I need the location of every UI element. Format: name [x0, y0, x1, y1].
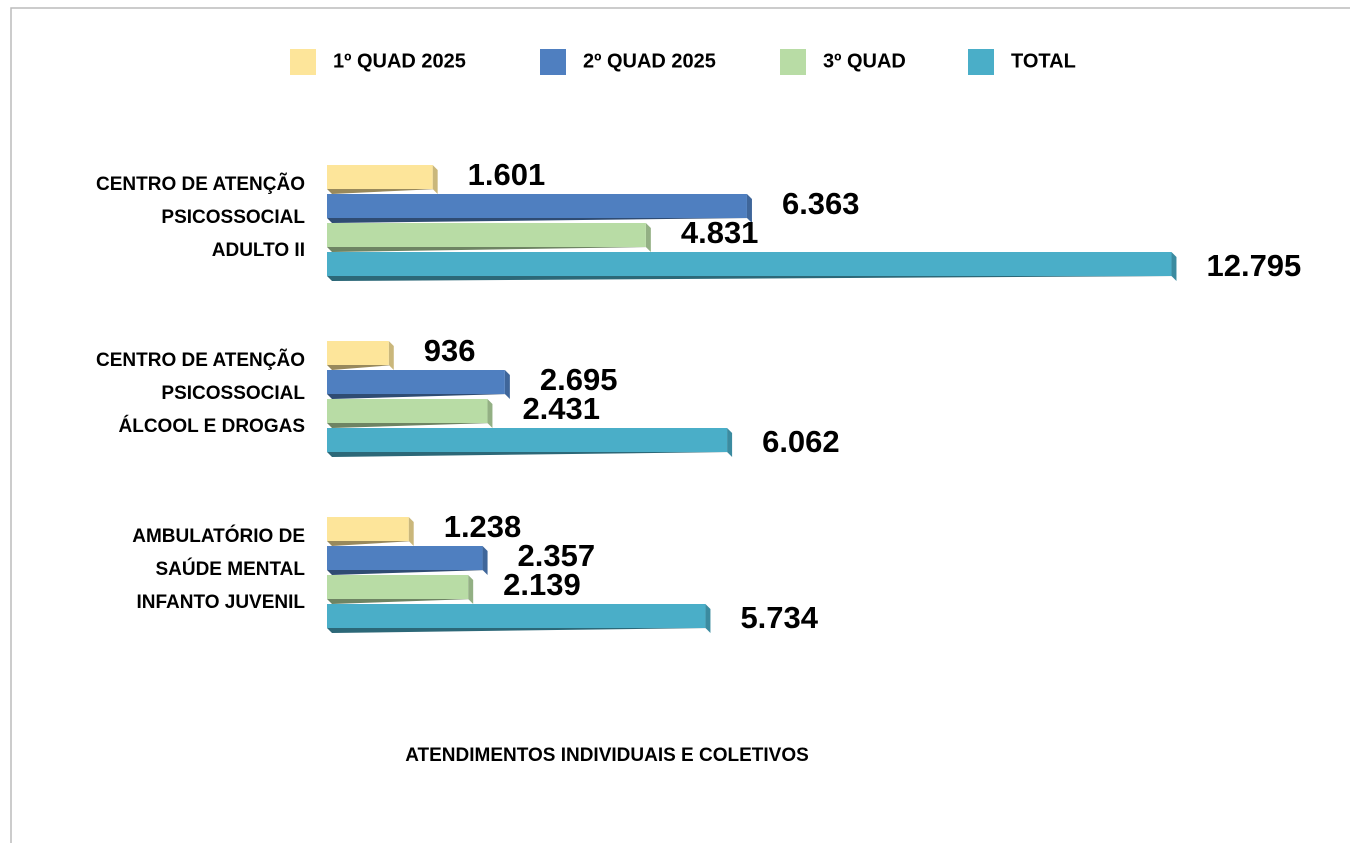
value-label: 6.062 [762, 424, 840, 459]
legend-label: 1º QUAD 2025 [333, 50, 466, 72]
bar-end [432, 165, 438, 194]
bar-shade [327, 541, 414, 546]
legend-label: 2º QUAD 2025 [583, 50, 716, 72]
bar-shade [327, 628, 711, 633]
bar-end [487, 399, 493, 428]
bar-shade [327, 570, 488, 575]
bar-end [705, 604, 711, 633]
bar-end [645, 223, 651, 252]
bar [327, 223, 646, 247]
bar-end [746, 194, 752, 223]
category-label: ÁLCOOL E DROGAS [119, 415, 306, 437]
category-label: AMBULATÓRIO DE [132, 525, 305, 547]
bar-end [504, 370, 510, 399]
bar-shade [327, 218, 752, 223]
bar-shade [327, 423, 493, 428]
bar-shade [327, 452, 733, 457]
value-label: 1.238 [444, 509, 522, 544]
legend-swatch [290, 49, 316, 75]
bar-shade [327, 189, 438, 194]
value-label: 2.357 [518, 538, 596, 573]
value-label: 2.431 [522, 391, 600, 426]
bar-shade [327, 247, 651, 252]
bar [327, 517, 409, 541]
chart-title: ATENDIMENTOS INDIVIDUAIS E COLETIVOS [405, 745, 809, 766]
bar [327, 370, 505, 394]
bar-shade [327, 276, 1177, 281]
bar-end [388, 341, 394, 370]
bar [327, 546, 483, 570]
value-label: 1.601 [468, 157, 546, 192]
bar [327, 604, 706, 628]
category-label: CENTRO DE ATENÇÃO [96, 173, 305, 195]
value-label: 4.831 [681, 215, 759, 250]
bar [327, 341, 389, 365]
bar-shade [327, 365, 394, 370]
bar [327, 165, 433, 189]
frame [10, 7, 1350, 848]
legend-swatch [968, 49, 994, 75]
bar-end [468, 575, 474, 604]
bar [327, 428, 728, 452]
bar [327, 194, 747, 218]
bar [327, 252, 1172, 276]
value-label: 936 [424, 333, 476, 368]
bar-end [482, 546, 488, 575]
category-label: SAÚDE MENTAL [155, 558, 305, 580]
bar [327, 399, 488, 423]
bar-shade [327, 599, 474, 604]
category-label: CENTRO DE ATENÇÃO [96, 349, 305, 371]
value-label: 6.363 [782, 186, 860, 221]
legend-swatch [780, 49, 806, 75]
legend-label: TOTAL [1011, 50, 1076, 72]
bar-end [1171, 252, 1177, 281]
bar [327, 575, 469, 599]
category-label: ADULTO II [212, 240, 305, 261]
value-label: 2.695 [540, 362, 618, 397]
value-label: 5.734 [740, 600, 818, 635]
category-label: INFANTO JUVENIL [136, 592, 305, 613]
bar-end [727, 428, 733, 457]
legend-label: 3º QUAD [823, 50, 906, 72]
value-label: 2.139 [503, 567, 581, 602]
category-label: PSICOSSOCIAL [161, 383, 305, 404]
bar-shade [327, 394, 510, 399]
value-label: 12.795 [1206, 248, 1301, 283]
legend-swatch [540, 49, 566, 75]
category-label: PSICOSSOCIAL [161, 207, 305, 228]
bar-end [408, 517, 414, 546]
